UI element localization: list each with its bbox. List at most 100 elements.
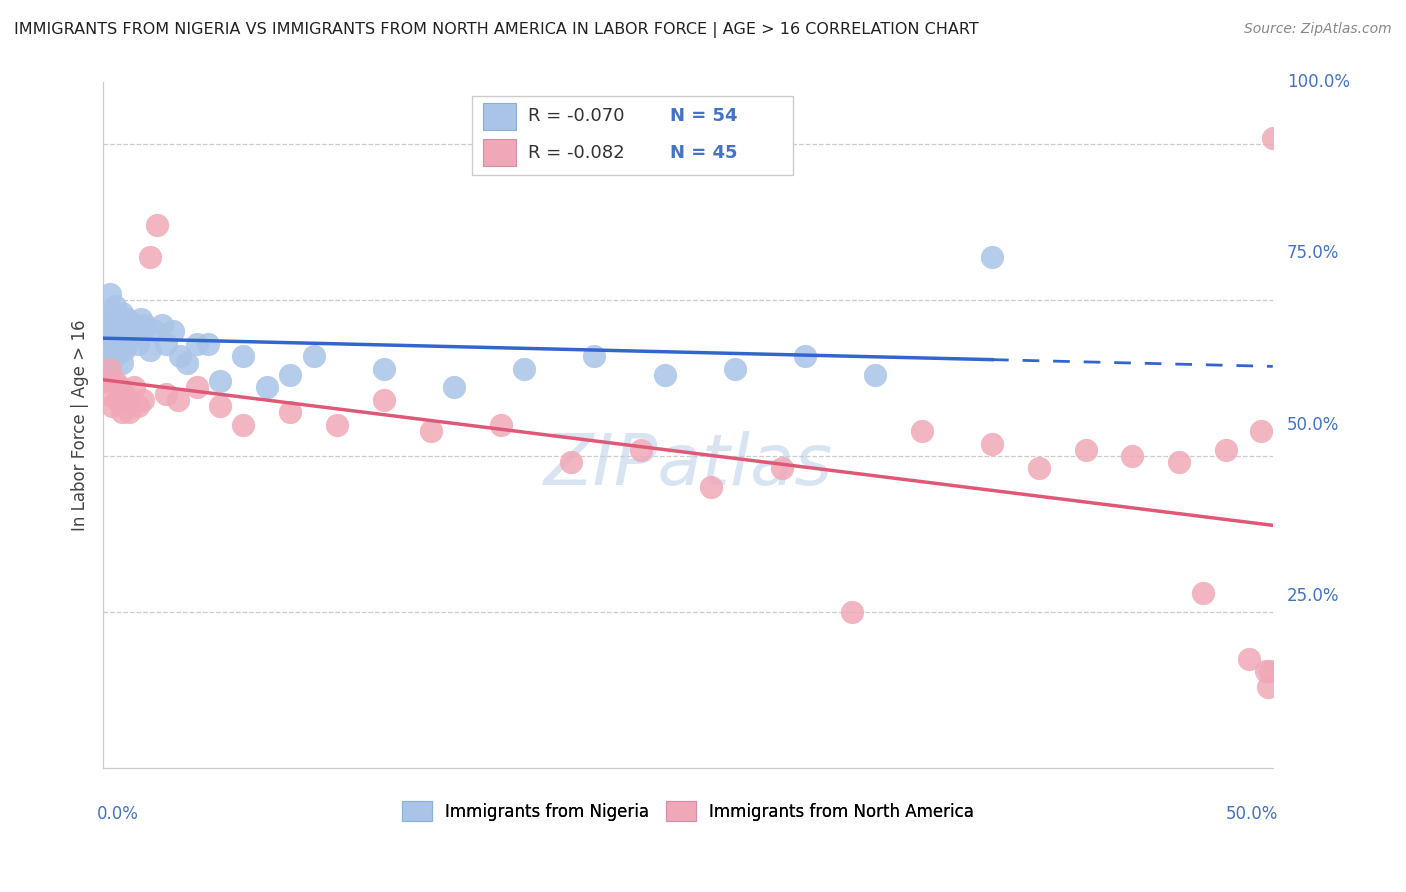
Point xyxy=(143,324,166,338)
Point xyxy=(94,336,117,351)
Point xyxy=(98,287,121,301)
Point xyxy=(1261,131,1284,145)
Text: 50.0%: 50.0% xyxy=(1286,416,1339,434)
Point xyxy=(186,380,208,394)
Point xyxy=(326,417,349,432)
Point xyxy=(101,336,124,351)
Point xyxy=(118,324,141,338)
Point xyxy=(197,336,219,351)
Point xyxy=(108,311,131,326)
Point xyxy=(104,374,127,388)
Point xyxy=(654,368,676,382)
Text: 50.0%: 50.0% xyxy=(1226,805,1278,823)
Point xyxy=(256,380,278,394)
Point xyxy=(97,355,120,369)
Point xyxy=(724,361,747,376)
Point xyxy=(513,361,536,376)
Point xyxy=(105,343,128,357)
Point xyxy=(111,405,134,419)
Point xyxy=(104,299,127,313)
Point xyxy=(112,386,135,401)
Point xyxy=(793,349,815,363)
Text: N = 54: N = 54 xyxy=(671,107,738,125)
Point xyxy=(125,324,148,338)
Point xyxy=(186,336,208,351)
Text: ZIPatlas: ZIPatlas xyxy=(544,432,832,500)
Point xyxy=(419,424,441,438)
Point xyxy=(97,386,120,401)
Text: 25.0%: 25.0% xyxy=(1286,587,1340,606)
Point xyxy=(108,380,131,394)
Point xyxy=(373,361,395,376)
Point xyxy=(167,392,190,407)
Point xyxy=(111,324,134,338)
Point xyxy=(132,324,155,338)
Point xyxy=(129,311,152,326)
Point xyxy=(176,355,198,369)
Text: Source: ZipAtlas.com: Source: ZipAtlas.com xyxy=(1244,22,1392,37)
Point xyxy=(911,424,934,438)
Point xyxy=(155,336,177,351)
Point xyxy=(111,355,134,369)
Point xyxy=(278,405,301,419)
Point xyxy=(122,318,145,332)
Point xyxy=(373,392,395,407)
Point xyxy=(97,311,120,326)
Point xyxy=(132,392,155,407)
FancyBboxPatch shape xyxy=(484,139,516,166)
Point xyxy=(115,311,138,326)
Point xyxy=(209,374,232,388)
Point xyxy=(232,349,254,363)
Point xyxy=(981,250,1004,264)
Point xyxy=(105,318,128,332)
Point xyxy=(232,417,254,432)
Point xyxy=(169,349,191,363)
Point xyxy=(1168,455,1191,469)
Text: R = -0.070: R = -0.070 xyxy=(527,107,624,125)
Point xyxy=(443,380,465,394)
Point xyxy=(98,324,121,338)
Point xyxy=(104,324,127,338)
Point xyxy=(139,250,162,264)
Point xyxy=(122,380,145,394)
Point xyxy=(127,399,149,413)
Text: N = 45: N = 45 xyxy=(671,144,738,161)
Point xyxy=(1257,680,1279,694)
Text: 100.0%: 100.0% xyxy=(1286,73,1350,91)
Point xyxy=(105,392,128,407)
Point xyxy=(489,417,512,432)
Point xyxy=(115,336,138,351)
Text: IMMIGRANTS FROM NIGERIA VS IMMIGRANTS FROM NORTH AMERICA IN LABOR FORCE | AGE > : IMMIGRANTS FROM NIGERIA VS IMMIGRANTS FR… xyxy=(14,22,979,38)
Point xyxy=(155,386,177,401)
Y-axis label: In Labor Force | Age > 16: In Labor Force | Age > 16 xyxy=(72,319,89,531)
Legend: Immigrants from Nigeria, Immigrants from North America: Immigrants from Nigeria, Immigrants from… xyxy=(395,794,981,828)
Point xyxy=(700,480,723,494)
FancyBboxPatch shape xyxy=(484,103,516,130)
Point xyxy=(112,343,135,357)
Point xyxy=(115,392,138,407)
Point xyxy=(841,605,863,619)
Point xyxy=(1239,651,1261,665)
Point xyxy=(770,461,793,475)
Point xyxy=(118,405,141,419)
Point xyxy=(1191,586,1213,600)
Point xyxy=(162,324,184,338)
Point xyxy=(101,399,124,413)
Text: 0.0%: 0.0% xyxy=(97,805,139,823)
Point xyxy=(1215,442,1237,457)
Point xyxy=(94,374,117,388)
Point xyxy=(981,436,1004,450)
Point xyxy=(1074,442,1097,457)
Point xyxy=(560,455,582,469)
Point xyxy=(209,399,232,413)
Point xyxy=(1254,664,1277,678)
Point xyxy=(98,305,121,319)
Point xyxy=(150,318,173,332)
Point xyxy=(120,330,142,344)
Point xyxy=(1260,664,1282,678)
Point xyxy=(111,305,134,319)
Point xyxy=(127,336,149,351)
Point xyxy=(1250,424,1272,438)
Point xyxy=(101,311,124,326)
Point xyxy=(630,442,652,457)
